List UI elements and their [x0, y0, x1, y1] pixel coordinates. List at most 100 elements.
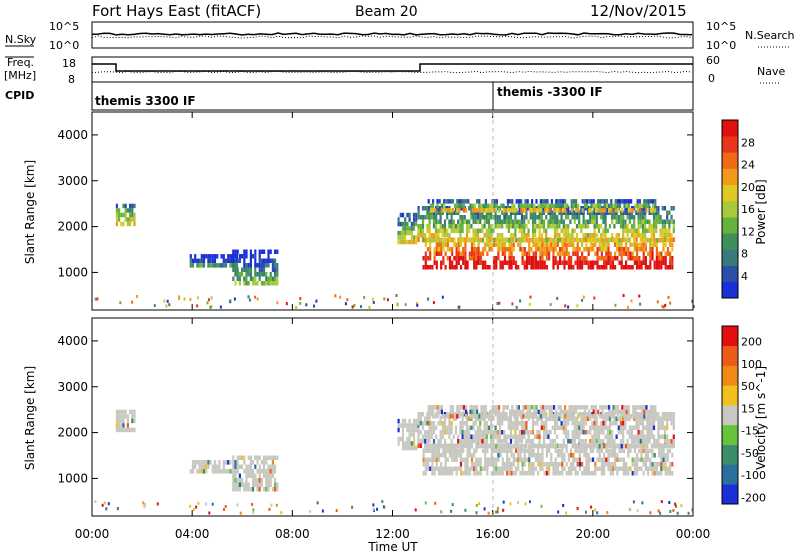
- range-gate-cell: [443, 439, 447, 444]
- range-gate-cell: [636, 251, 639, 256]
- range-gate-cell: [191, 263, 195, 268]
- range-gate-cell: [446, 466, 449, 471]
- range-gate-cell: [470, 238, 474, 243]
- range-gate-cell: [649, 414, 652, 419]
- range-gate-cell: [517, 203, 520, 209]
- range-gate-cell: [256, 460, 259, 465]
- range-gate-cell: [656, 300, 659, 304]
- range-gate-cell: [540, 504, 543, 508]
- range-gate-cell: [608, 224, 612, 229]
- range-gate-cell: [429, 409, 432, 415]
- range-gate-cell: [626, 224, 629, 229]
- range-gate-cell: [524, 502, 527, 506]
- range-gate-cell: [567, 416, 570, 421]
- range-gate-cell: [609, 260, 612, 265]
- range-gate-cell: [473, 414, 476, 419]
- range-gate-cell: [663, 237, 667, 242]
- range-gate-cell: [627, 256, 630, 261]
- range-gate-cell: [509, 224, 513, 229]
- range-gate-cell: [578, 434, 581, 439]
- range-gate-cell: [637, 233, 640, 238]
- range-gate-cell: [615, 421, 618, 426]
- range-gate-cell: [636, 444, 639, 449]
- range-gate-cell: [525, 430, 528, 435]
- range-gate-cell: [655, 242, 658, 247]
- range-gate-cell: [613, 439, 616, 444]
- range-gate-cell: [439, 439, 442, 444]
- range-gate-cell: [430, 421, 433, 426]
- range-gate-cell: [507, 219, 510, 224]
- range-gate-cell: [657, 434, 660, 439]
- range-gate-cell: [664, 444, 667, 449]
- range-gate-cell: [165, 304, 168, 308]
- range-gate-cell: [578, 421, 581, 426]
- range-gate-cell: [510, 242, 513, 247]
- range-gate-cell: [485, 215, 488, 220]
- colorbar-swatch: [722, 424, 738, 445]
- range-gate-cell: [549, 303, 552, 307]
- range-gate-cell: [479, 430, 482, 435]
- range-gate-cell: [238, 487, 241, 492]
- range-gate-cell: [552, 265, 555, 270]
- xtick-label: 00:00: [75, 527, 110, 541]
- range-gate-cell: [521, 448, 524, 453]
- range-gate-cell: [620, 238, 623, 243]
- range-gate-cell: [644, 448, 647, 453]
- range-gate-cell: [274, 249, 277, 254]
- range-gate-cell: [236, 478, 239, 483]
- range-gate-cell: [614, 242, 617, 247]
- range-gate-cell: [652, 421, 656, 426]
- range-gate-cell: [464, 251, 467, 256]
- range-gate-cell: [484, 265, 487, 270]
- range-gate-cell: [564, 210, 568, 215]
- range-gate-cell: [669, 256, 672, 261]
- range-gate-cell: [624, 224, 627, 229]
- range-gate-cell: [471, 405, 474, 410]
- range-gate-cell: [236, 258, 239, 263]
- range-gate-cell: [672, 509, 675, 512]
- range-gate-cell: [490, 210, 493, 215]
- range-gate-cell: [596, 444, 599, 449]
- range-gate-cell: [630, 414, 633, 419]
- range-gate-cell: [276, 281, 279, 286]
- range-gate-cell: [588, 414, 591, 419]
- range-gate-cell: [265, 455, 268, 460]
- range-gate-cell: [634, 203, 637, 209]
- range-gate-cell: [448, 210, 451, 215]
- range-gate-cell: [94, 500, 97, 504]
- range-gate-cell: [560, 421, 563, 426]
- range-gate-cell: [622, 412, 625, 417]
- range-gate-cell: [583, 466, 586, 471]
- range-gate-cell: [649, 409, 652, 415]
- range-gate-cell: [436, 405, 439, 410]
- range-gate-cell: [574, 260, 577, 265]
- range-gate-cell: [514, 466, 518, 471]
- range-gate-cell: [535, 199, 538, 204]
- range-gate-cell: [663, 412, 667, 417]
- range-gate-cell: [496, 412, 499, 417]
- range-gate-cell: [479, 421, 482, 426]
- range-gate-cell: [558, 425, 561, 430]
- range-gate-cell: [437, 453, 441, 458]
- range-gate-cell: [667, 295, 670, 299]
- range-gate-cell: [570, 208, 573, 213]
- range-gate-cell: [437, 421, 440, 426]
- range-gate-cell: [241, 482, 244, 487]
- range-gate-cell: [672, 434, 675, 439]
- range-gate-cell: [488, 462, 491, 467]
- range-gate-cell: [458, 405, 461, 410]
- range-gate-cell: [468, 238, 471, 243]
- range-gate-cell: [440, 466, 443, 471]
- xtick-label: 20:00: [576, 527, 611, 541]
- range-gate-cell: [496, 416, 499, 421]
- range-gate-cell: [474, 237, 477, 242]
- range-gate-cell: [422, 265, 425, 270]
- range-gate-cell: [611, 265, 614, 270]
- range-gate-cell: [514, 210, 517, 215]
- range-gate-cell: [642, 251, 645, 256]
- range-gate-cell: [439, 215, 442, 220]
- range-gate-cell: [503, 439, 506, 444]
- range-gate-cell: [455, 265, 458, 270]
- range-gate-cell: [397, 423, 400, 428]
- range-gate-cell: [542, 409, 545, 415]
